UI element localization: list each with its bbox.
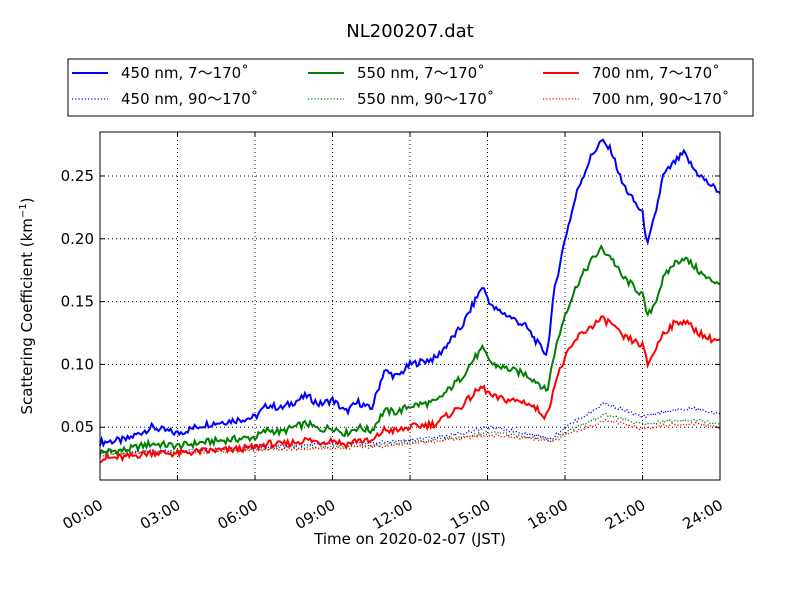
y-tick-label: 0.25 <box>61 167 94 185</box>
x-tick-label: 06:00 <box>215 496 261 533</box>
x-tick-label: 18:00 <box>525 496 571 533</box>
x-tick-label: 09:00 <box>292 496 338 533</box>
x-tick-label: 00:00 <box>60 496 106 533</box>
y-axis-label-close: ) <box>18 197 36 203</box>
legend-entry-label: 700 nm, 90～170˚ <box>592 90 729 108</box>
x-tick-label: 21:00 <box>602 496 648 533</box>
series-line <box>99 418 721 457</box>
series-line <box>99 243 721 457</box>
legend-entry-label: 700 nm, 7～170˚ <box>592 64 720 82</box>
y-tick-label: 0.10 <box>61 355 94 373</box>
y-tick-label: 0.05 <box>61 418 94 436</box>
x-axis-label: Time on 2020-02-07 (JST) <box>313 530 506 548</box>
plot-frame <box>99 131 721 481</box>
legend-entry-label: 550 nm, 90～170˚ <box>357 90 494 108</box>
y-tick-label: 0.20 <box>61 230 94 248</box>
series-line <box>99 412 721 456</box>
x-tick-label: 15:00 <box>447 496 493 533</box>
legend: 450 nm, 7～170˚ 550 nm, 7～170˚ 700 nm, 7～17… <box>67 58 754 117</box>
x-tick-label: 03:00 <box>137 496 183 533</box>
legend-entry-label: 450 nm, 7～170˚ <box>121 64 249 82</box>
series-line <box>99 138 721 448</box>
x-tick-label: 24:00 <box>680 496 726 533</box>
legend-entry-label: 550 nm, 7～170˚ <box>357 64 485 82</box>
y-axis-label: Scattering Coefficient (km−1) <box>18 197 36 414</box>
series-layer <box>99 138 721 463</box>
grid-layer <box>100 132 720 480</box>
series-line <box>99 315 721 463</box>
legend-entry-label: 450 nm, 90～170˚ <box>121 90 258 108</box>
legend-frame <box>67 58 754 117</box>
x-tick-label: 12:00 <box>370 496 416 533</box>
chart-title: NL200207.dat <box>346 21 473 42</box>
y-axis-label-main: Scattering Coefficient (km <box>18 218 36 414</box>
y-tick-label: 0.15 <box>61 293 94 311</box>
y-axis-label-superscript: −1 <box>18 203 29 218</box>
